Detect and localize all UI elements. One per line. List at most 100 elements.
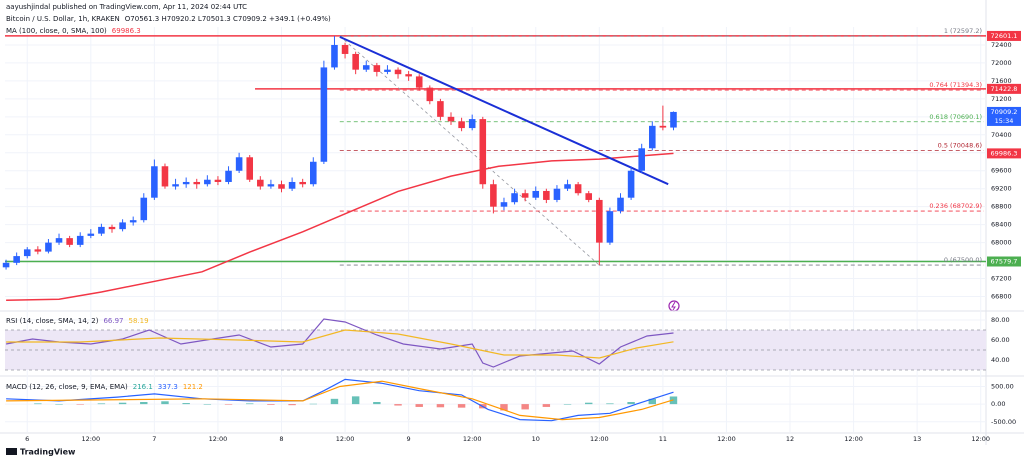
histogram-bar <box>415 404 423 407</box>
hline-price-label: 72601.1 <box>991 32 1018 40</box>
candle-body <box>257 179 264 187</box>
candle-body <box>76 235 84 245</box>
ma-legend: MA (100, close, 0, SMA, 100) <box>6 27 107 35</box>
fib-label: 1 (72597.2) <box>944 27 982 35</box>
candle-body <box>479 119 487 185</box>
candle-body <box>331 44 338 68</box>
candle-body <box>119 222 126 230</box>
histogram-bar <box>224 404 233 405</box>
candle-body <box>405 74 412 77</box>
candle-body <box>299 181 306 185</box>
candle-body <box>362 65 370 70</box>
y-tick-label: 69600 <box>991 167 1012 175</box>
fib-label: 0.764 (71394.3) <box>929 81 982 89</box>
icon-bolt <box>671 301 676 311</box>
y-tick-label: -500.00 <box>991 418 1016 426</box>
candle-body <box>585 193 593 200</box>
ma-price-box <box>987 148 1021 159</box>
candle-body <box>394 69 402 75</box>
histogram-bar <box>97 403 106 405</box>
candle-body <box>278 184 285 189</box>
last-price-countdown: 15:34 <box>995 117 1014 125</box>
y-tick-label: 68000 <box>991 239 1012 247</box>
candle-body <box>204 179 211 185</box>
candle-body <box>172 184 179 187</box>
histogram-bar <box>161 401 169 405</box>
hline-price-box <box>987 256 1021 267</box>
candle-body <box>521 193 529 198</box>
candle-body <box>490 184 497 207</box>
x-tick-label: 8 <box>279 435 283 443</box>
last-price-box <box>987 106 1021 126</box>
x-tick-label: 10 <box>532 435 540 443</box>
indicator-line <box>5 318 674 368</box>
hline-price-box <box>987 83 1021 94</box>
y-tick-label: 66800 <box>991 293 1012 301</box>
x-tick-label: 7 <box>152 435 156 443</box>
hline-price-label: 71422.8 <box>991 85 1018 93</box>
candle-body <box>564 184 571 189</box>
moving-average <box>6 152 674 302</box>
candle-body <box>426 87 434 102</box>
histogram-bar <box>246 403 254 405</box>
candle-body <box>532 190 540 198</box>
candle-body <box>373 65 381 72</box>
indicator-band <box>5 330 986 370</box>
histogram-bar <box>542 404 551 407</box>
fib-label: 0.236 (68702.9) <box>929 202 982 210</box>
ma-price-label: 69986.3 <box>991 149 1018 157</box>
y-tick-label: 70400 <box>991 131 1012 139</box>
candle-body <box>108 226 116 230</box>
x-tick-label: 12:00 <box>209 435 228 443</box>
histogram-bar <box>563 404 572 405</box>
candle-body <box>574 184 582 194</box>
candle-body <box>649 125 656 149</box>
fib-label: 0 (67500.0) <box>944 256 982 264</box>
y-tick-label: 72400 <box>991 41 1012 49</box>
histogram-bar <box>521 404 529 410</box>
candle-body <box>288 181 296 189</box>
y-tick-label: 0.00 <box>991 400 1005 408</box>
hline-price-box <box>987 30 1021 41</box>
y-tick-label: 40.00 <box>991 356 1010 364</box>
candle-body <box>13 256 20 263</box>
candle-body <box>225 170 232 182</box>
candle-body <box>447 116 455 122</box>
candle-body <box>543 190 550 200</box>
candle-body <box>246 157 254 180</box>
trendline <box>339 35 669 186</box>
histogram-bar <box>351 396 360 405</box>
candle-body <box>23 249 31 257</box>
ohlc-values: O70561.3 H70920.2 L70501.3 C70909.2 +349… <box>125 15 331 23</box>
candle-body <box>415 76 423 88</box>
last-price-label: 70909.2 <box>991 108 1018 116</box>
x-tick-label: 11 <box>659 435 667 443</box>
histogram-bar <box>457 404 466 408</box>
x-tick-label: 13 <box>913 435 921 443</box>
y-tick-label: 69200 <box>991 185 1012 193</box>
candle-body <box>87 233 95 236</box>
chart-title: Bitcoin / U.S. Dollar, 1h, KRAKEN <box>6 15 120 23</box>
indicator-value: 337.3 <box>158 383 178 391</box>
x-tick-label: 12:00 <box>590 435 609 443</box>
candle-body <box>34 249 42 252</box>
histogram-bar <box>436 404 445 408</box>
candle-body <box>45 242 52 252</box>
histogram-bar <box>118 402 127 405</box>
x-tick-label: 12:00 <box>81 435 100 443</box>
histogram-bar <box>500 404 508 411</box>
y-tick-label: 80.00 <box>991 316 1010 324</box>
candle-body <box>235 157 243 171</box>
indicator-line <box>6 329 674 359</box>
footer-logo[interactable]: TradingView <box>6 448 76 457</box>
candle-body <box>468 119 476 129</box>
candle-body <box>267 184 275 187</box>
ma-value: 69986.3 <box>112 27 141 35</box>
indicator-value: 216.1 <box>133 383 153 391</box>
x-tick-label: 12:00 <box>463 435 482 443</box>
histogram-bar <box>76 404 84 405</box>
indicator-line <box>6 378 674 422</box>
fib-label: 0.618 (70690.1) <box>929 113 982 121</box>
indicator-title: RSI (14, close, SMA, 14, 2) <box>6 317 99 325</box>
